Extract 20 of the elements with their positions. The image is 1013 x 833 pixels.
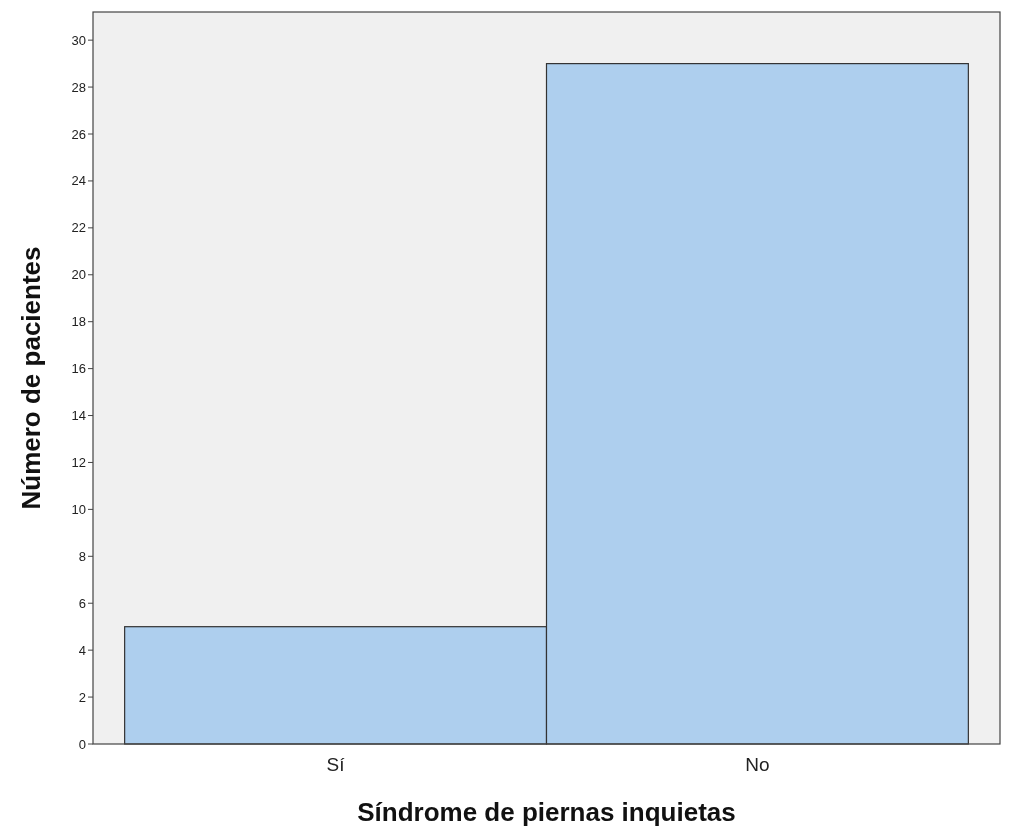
x-axis-title: Síndrome de piernas inquietas (357, 797, 736, 827)
y-tick-label: 4 (78, 642, 86, 658)
y-axis-title: Número de pacientes (16, 246, 46, 510)
y-tick-label: 22 (71, 220, 86, 236)
y-tick-label: 18 (71, 314, 86, 330)
y-tick-label: 12 (71, 455, 86, 471)
y-tick-label: 14 (71, 408, 86, 424)
y-tick-label: 26 (71, 126, 86, 142)
y-tick-label: 6 (78, 595, 86, 611)
x-tick-label: Sí (326, 754, 346, 775)
y-tick-label: 30 (71, 32, 86, 48)
y-tick-label: 20 (71, 267, 86, 283)
y-tick-label: 16 (71, 361, 86, 377)
y-tick-label: 28 (71, 79, 86, 95)
y-tick-label: 24 (71, 173, 86, 189)
x-tick-label: No (745, 754, 770, 775)
y-tick-label: 8 (78, 548, 86, 564)
y-tick-label: 0 (78, 736, 86, 752)
y-tick-label: 10 (71, 501, 86, 517)
y-tick-label: 2 (78, 689, 86, 705)
